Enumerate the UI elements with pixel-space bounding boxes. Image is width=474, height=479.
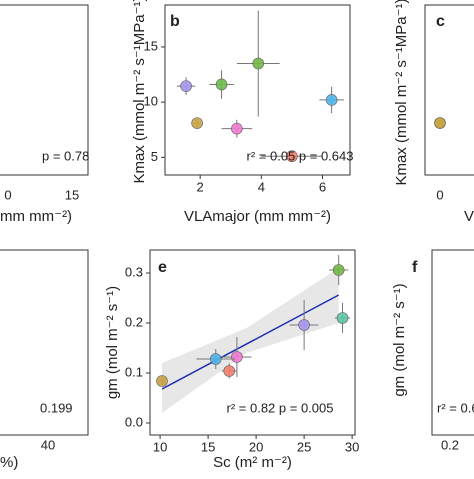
point <box>286 150 298 163</box>
x-tick-label: 25 <box>297 439 311 454</box>
x-tick-label: 0 <box>4 187 11 202</box>
x-tick-label: 15 <box>65 187 79 202</box>
x-tick-label: 0.2 <box>441 437 459 452</box>
x-tick-label: 20 <box>249 439 263 454</box>
y-tick-label: 5 <box>151 149 158 164</box>
y-axis-label: gm (mol m⁻² s⁻¹) <box>104 286 121 399</box>
point <box>156 375 168 387</box>
plot-frame <box>164 4 351 176</box>
point <box>180 80 192 92</box>
y-tick-label: 0.0 <box>125 414 143 429</box>
point <box>231 122 243 135</box>
point <box>332 264 345 276</box>
annotation: r² = 0.82 p = 0.005 <box>227 400 334 415</box>
panel-c-frame <box>424 4 474 176</box>
panel-label: c <box>436 13 445 30</box>
point <box>325 94 338 106</box>
x-tick-label: 15 <box>201 439 215 454</box>
y-tick-label: 0.3 <box>125 264 143 279</box>
plot-frame <box>149 249 356 436</box>
x-tick-label: 30 <box>345 439 359 454</box>
panel-d-frame <box>0 249 89 436</box>
x-axis-label: VLAmajor (mm mm⁻²) <box>184 208 331 225</box>
y-tick-label: 0.1 <box>125 364 143 379</box>
point <box>215 78 228 91</box>
x-axis-label: mm mm⁻²) <box>0 208 72 225</box>
fit-line <box>161 294 340 390</box>
point <box>223 365 236 377</box>
y-axis-label: Kmax (mmol m⁻² s⁻¹MPa⁻¹) <box>131 0 148 184</box>
point <box>298 319 310 331</box>
confidence-band <box>162 268 339 413</box>
x-tick-label: 40 <box>41 437 55 452</box>
point <box>252 57 265 70</box>
y-axis-label: Kmax (mmol m⁻² s⁻¹MPa⁻¹) <box>393 0 410 186</box>
point <box>434 117 446 129</box>
y-tick-label: 15 <box>144 38 158 53</box>
y-axis-label: gm (mol m⁻² s⁻¹) <box>391 283 408 396</box>
annotation: p = 0.78 <box>42 148 89 163</box>
point <box>191 117 203 129</box>
panel-label: b <box>170 13 180 30</box>
panel-label: f <box>412 259 418 276</box>
y-tick-label: 10 <box>144 94 158 109</box>
annotation: 0.199 <box>40 400 73 415</box>
x-tick-label: 2 <box>197 179 204 194</box>
x-tick-label: 6 <box>319 179 326 194</box>
x-axis-label: V <box>464 208 474 225</box>
x-tick-label: 4 <box>258 179 265 194</box>
point <box>209 353 222 365</box>
x-axis-label: %) <box>0 454 18 471</box>
x-tick-label: 10 <box>153 439 167 454</box>
annotation: r² = 0.05 p = 0.643 <box>247 148 354 163</box>
annotation: r² = 0.6 <box>437 400 474 415</box>
y-tick-label: 0.2 <box>125 314 143 329</box>
x-tick-label: 0 <box>436 187 443 202</box>
point <box>336 312 349 324</box>
panel-f-frame <box>431 249 474 436</box>
x-axis-label: Sc (m² m⁻²) <box>213 454 292 471</box>
point <box>231 351 243 363</box>
panel-label: e <box>158 259 167 276</box>
panel-a-frame <box>0 4 89 176</box>
